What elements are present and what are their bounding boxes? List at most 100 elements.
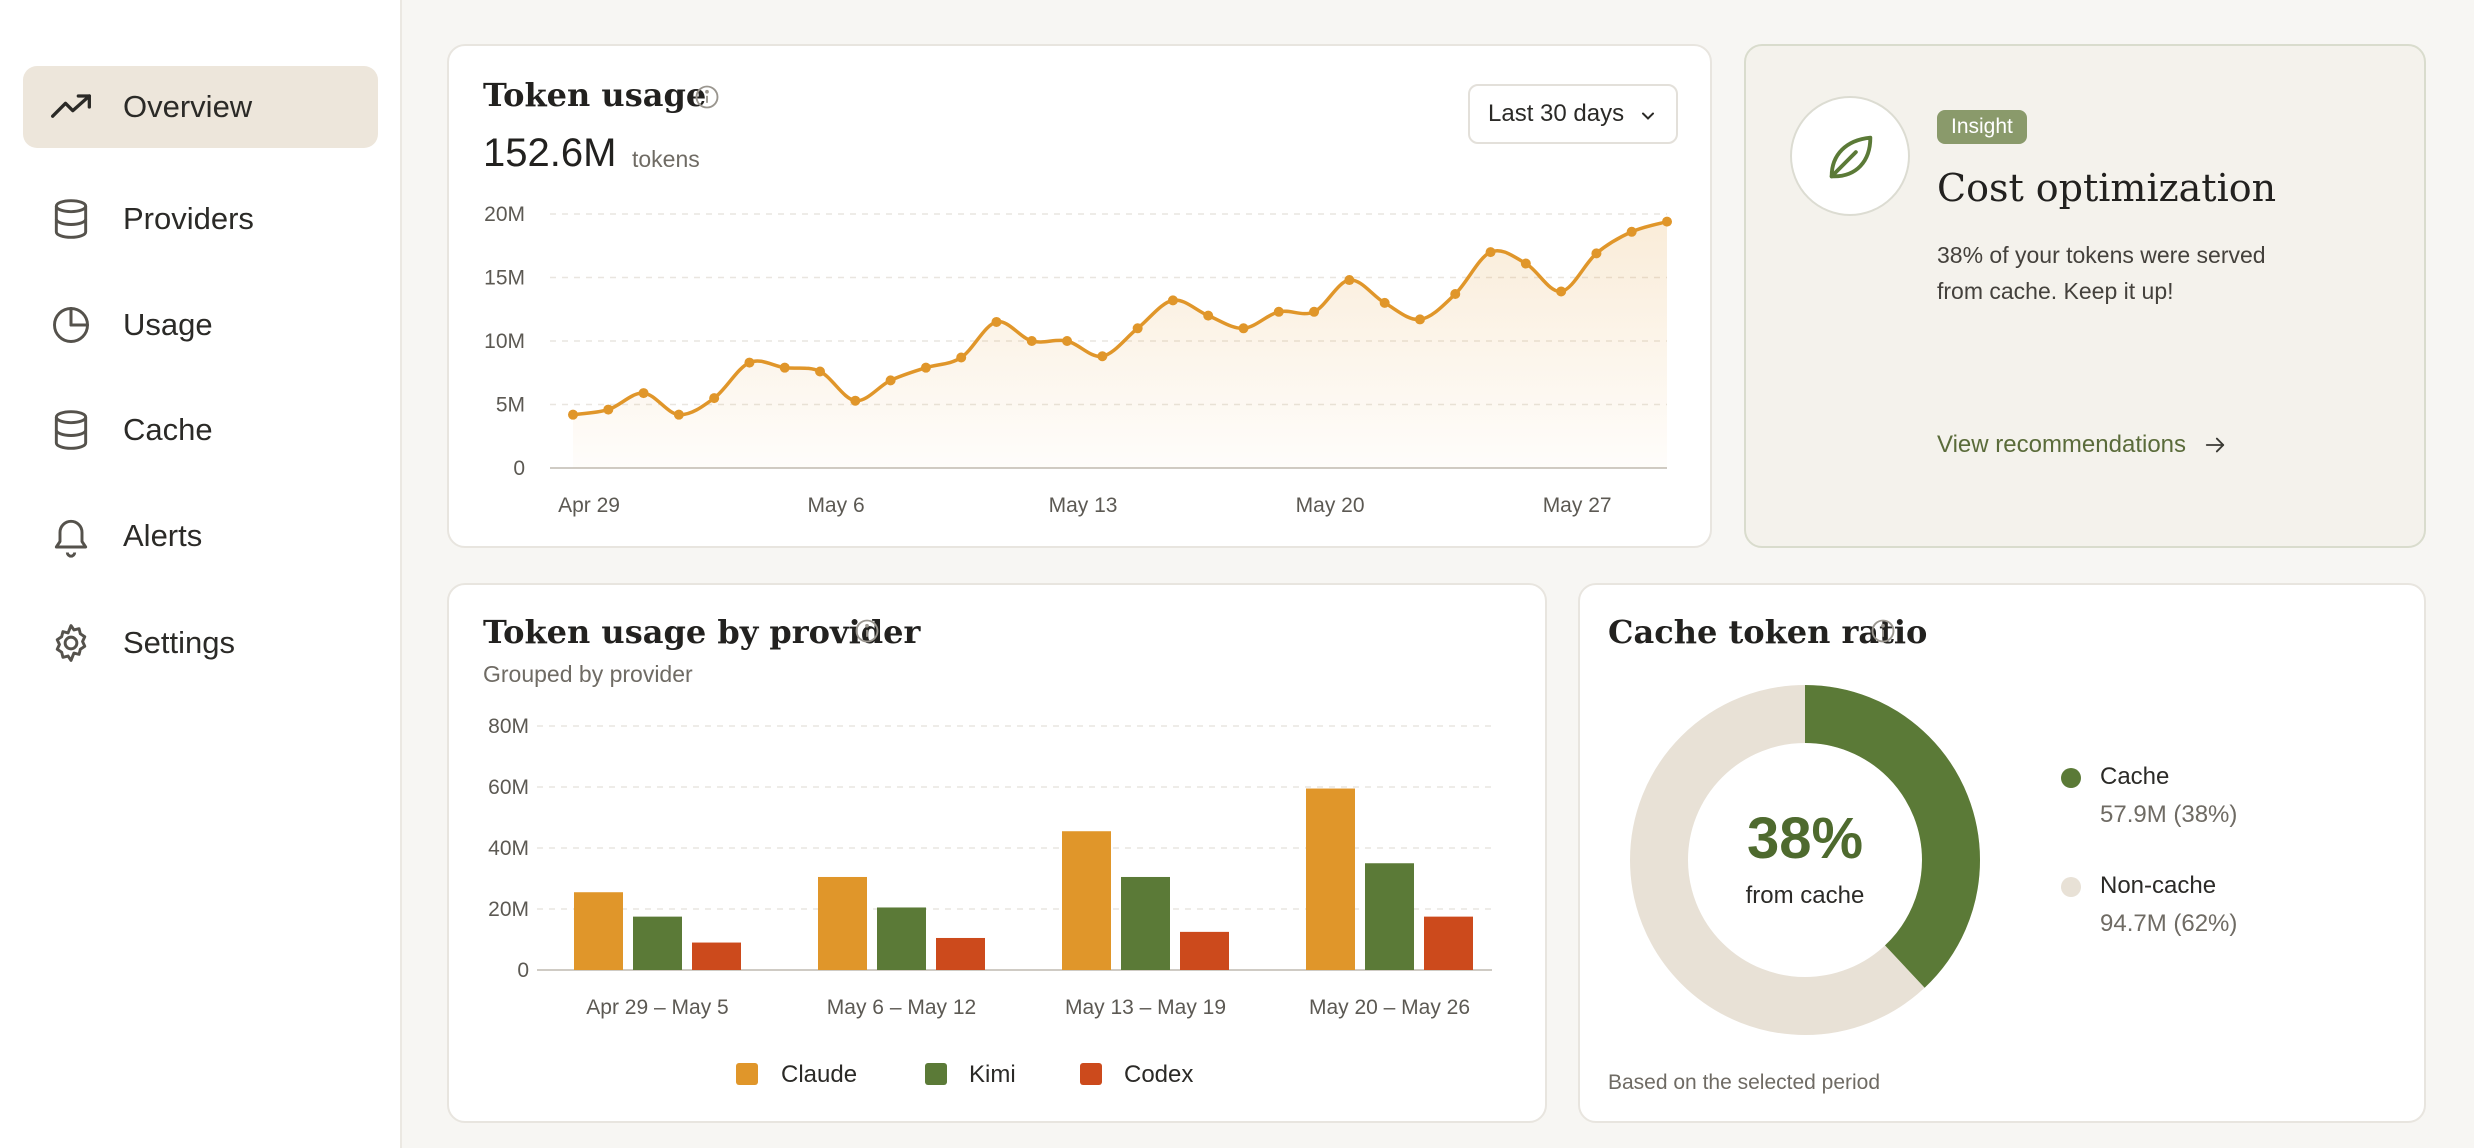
bar-codex[interactable] <box>692 942 741 970</box>
line-point[interactable] <box>1414 314 1425 325</box>
bar-kimi[interactable] <box>877 907 926 970</box>
token-usage-total: 152.6M <box>483 131 617 175</box>
sidebar-item-cache[interactable]: Cache <box>23 389 378 471</box>
view-recommendations-label: View recommendations <box>1937 431 2187 458</box>
y-tick-label: 0 <box>517 959 529 982</box>
sidebar-item-settings[interactable]: Settings <box>23 602 378 684</box>
y-tick-label: 5M <box>496 394 525 417</box>
line-point[interactable] <box>709 393 720 404</box>
line-point[interactable] <box>1379 297 1390 308</box>
line-point[interactable] <box>1167 295 1178 306</box>
x-tick-label: Apr 29 <box>558 494 620 517</box>
line-point[interactable] <box>1273 306 1284 317</box>
y-tick-label: 20M <box>484 203 525 226</box>
line-point[interactable] <box>850 395 861 406</box>
line-area-fill <box>573 221 1667 468</box>
info-icon[interactable] <box>853 617 881 645</box>
info-icon[interactable] <box>693 83 721 111</box>
line-point[interactable] <box>744 357 755 368</box>
database-icon <box>54 410 88 450</box>
provider-usage-title: Token usage by provider <box>483 613 921 651</box>
leaf-icon <box>1829 135 1873 179</box>
line-point[interactable] <box>1626 226 1637 237</box>
sidebar-item-providers[interactable]: Providers <box>23 178 378 260</box>
bar-codex[interactable] <box>1424 916 1473 970</box>
x-tick-label: May 27 <box>1543 494 1612 517</box>
sidebar: Overview Providers Usage Cache Alerts Se… <box>0 0 402 1148</box>
x-tick-label: May 6 <box>807 494 864 517</box>
info-icon[interactable] <box>1869 617 1897 645</box>
provider-usage-card <box>447 583 1547 1123</box>
legend-label-claude: Claude <box>781 1061 858 1088</box>
x-tick-label: May 13 <box>1049 494 1118 517</box>
line-point[interactable] <box>1238 323 1249 334</box>
bar-kimi[interactable] <box>1365 863 1414 970</box>
sidebar-item-usage[interactable]: Usage <box>23 284 378 366</box>
line-point[interactable] <box>885 375 896 386</box>
bar-kimi[interactable] <box>1121 876 1170 970</box>
line-point[interactable] <box>1556 286 1567 297</box>
insight-text-line-1: 38% of your tokens were served <box>1937 242 2266 268</box>
view-recommendations-link[interactable]: View recommendations <box>1937 430 2227 459</box>
y-tick-label: 60M <box>488 776 529 799</box>
line-point[interactable] <box>603 404 614 415</box>
legend-label-cache: Cache <box>2100 763 2170 790</box>
legend-label-codex: Codex <box>1124 1061 1194 1088</box>
bar-claude[interactable] <box>1062 831 1111 970</box>
x-tick-label: May 13 – May 19 <box>1065 996 1226 1019</box>
line-point[interactable] <box>1520 258 1531 269</box>
donut-segment-cache[interactable] <box>1630 685 1980 1035</box>
line-point[interactable] <box>815 366 826 377</box>
line-point[interactable] <box>638 388 649 399</box>
line-point[interactable] <box>779 362 790 373</box>
pie-chart-icon <box>53 307 89 343</box>
line-point[interactable] <box>1309 306 1320 317</box>
sidebar-item-label: Cache <box>123 412 213 447</box>
line-point[interactable] <box>1662 216 1672 227</box>
cache-ratio-value: 38% <box>1746 806 1864 871</box>
bar-claude[interactable] <box>818 876 867 970</box>
bar-claude[interactable] <box>1306 788 1355 970</box>
provider-usage-subtitle: Grouped by provider <box>483 661 693 687</box>
line-point[interactable] <box>920 362 931 373</box>
line-point[interactable] <box>991 316 1002 327</box>
line-point[interactable] <box>1591 248 1602 259</box>
line-point[interactable] <box>1132 323 1143 334</box>
y-tick-label: 40M <box>488 837 529 860</box>
line-point[interactable] <box>1203 310 1214 321</box>
y-tick-label: 10M <box>484 330 525 353</box>
legend-label-kimi: Kimi <box>969 1061 1016 1088</box>
gear-icon <box>55 624 87 662</box>
date-range-select[interactable]: Last 30 days <box>1468 84 1678 144</box>
legend-detail-cache: 57.9M (38%) <box>2100 801 2238 828</box>
line-point[interactable] <box>956 352 967 363</box>
token-usage-unit: tokens <box>632 146 700 172</box>
sidebar-item-alerts[interactable]: Alerts <box>23 495 378 577</box>
line-point[interactable] <box>1097 351 1108 362</box>
legend-label-non-cache: Non-cache <box>2100 872 2217 899</box>
donut-segments <box>1630 685 1980 1035</box>
provider-bar-chart: 0 20M 40M 60M 80M Apr 29 – May 5 May 6 – May 1… <box>488 715 1492 1019</box>
bar-codex[interactable] <box>936 937 985 970</box>
sidebar-item-overview[interactable]: Overview <box>23 66 378 148</box>
y-tick-label: 0 <box>513 457 525 480</box>
bar-codex[interactable] <box>1180 931 1229 970</box>
y-tick-label: 80M <box>488 715 529 738</box>
insight-title: Cost optimization <box>1937 166 2277 210</box>
line-point[interactable] <box>1026 336 1037 346</box>
line-point[interactable] <box>1062 336 1073 346</box>
bell-icon <box>54 519 88 558</box>
line-point[interactable] <box>1485 247 1496 258</box>
bar-claude[interactable] <box>574 892 623 970</box>
chevron-down-icon <box>1642 112 1654 120</box>
cache-ratio-label: from cache <box>1745 882 1865 909</box>
bar-kimi[interactable] <box>633 916 682 970</box>
sidebar-item-label: Settings <box>123 625 236 660</box>
line-point[interactable] <box>673 409 684 420</box>
line-point[interactable] <box>1450 289 1461 300</box>
line-point[interactable] <box>568 409 578 420</box>
database-icon <box>54 199 88 239</box>
legend-swatch-claude <box>736 1063 758 1085</box>
cache-ratio-card <box>1578 583 2426 1123</box>
line-point[interactable] <box>1344 275 1355 286</box>
